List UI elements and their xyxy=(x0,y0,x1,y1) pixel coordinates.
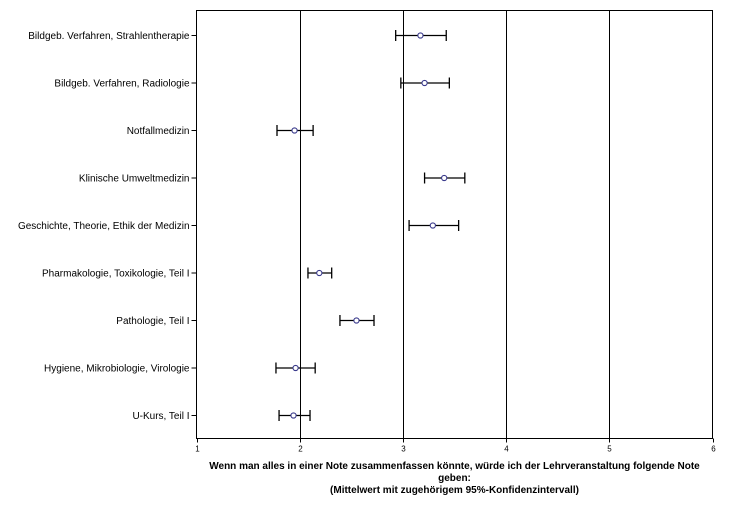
data-marks xyxy=(275,30,466,421)
y-category-label: U-Kurs, Teil I xyxy=(132,411,189,422)
x-tick-label: 3 xyxy=(401,445,406,454)
x-tick-label: 6 xyxy=(711,445,716,454)
x-axis: 1 2 3 4 5 6 xyxy=(195,438,716,454)
mean-marker xyxy=(290,412,297,419)
x-tick-label: 4 xyxy=(504,445,509,454)
x-axis-title-line: (Mittelwert mit zugehörigem 95%-Konfiden… xyxy=(330,485,579,496)
mean-marker xyxy=(291,127,298,134)
mean-marker xyxy=(353,317,360,324)
plot-frame xyxy=(196,10,713,439)
y-axis: Bildgeb. Verfahren, Strahlentherapie Bild… xyxy=(18,31,197,422)
mean-marker xyxy=(316,269,323,277)
x-axis-title-line: Wenn man alles in einer Note zusammenfas… xyxy=(209,461,700,472)
mean-marker xyxy=(417,32,424,39)
y-category-label: Hygiene, Mikrobiologie, Virologie xyxy=(44,364,190,375)
y-category-label: Notfallmedizin xyxy=(127,126,190,137)
x-tick-label: 1 xyxy=(195,445,200,454)
mean-marker xyxy=(441,174,448,182)
y-category-label: Geschichte, Theorie, Ethik der Medizin xyxy=(18,221,190,232)
x-axis-title: Wenn man alles in einer Note zusammenfas… xyxy=(209,461,700,496)
x-axis-title-line: geben: xyxy=(438,473,471,484)
y-category-label: Pathologie, Teil I xyxy=(116,316,189,327)
x-tick-label: 5 xyxy=(607,445,612,454)
mean-marker xyxy=(292,364,299,372)
mean-marker xyxy=(429,222,436,229)
mean-marker xyxy=(421,79,428,87)
y-category-label: Pharmakologie, Toxikologie, Teil I xyxy=(42,269,190,280)
grid-lines xyxy=(300,10,610,439)
y-category-label: Klinische Umweltmedizin xyxy=(79,174,190,185)
y-category-label: Bildgeb. Verfahren, Strahlentherapie xyxy=(28,31,190,42)
x-tick-label: 2 xyxy=(298,445,303,454)
y-category-label: Bildgeb. Verfahren, Radiologie xyxy=(54,79,190,90)
